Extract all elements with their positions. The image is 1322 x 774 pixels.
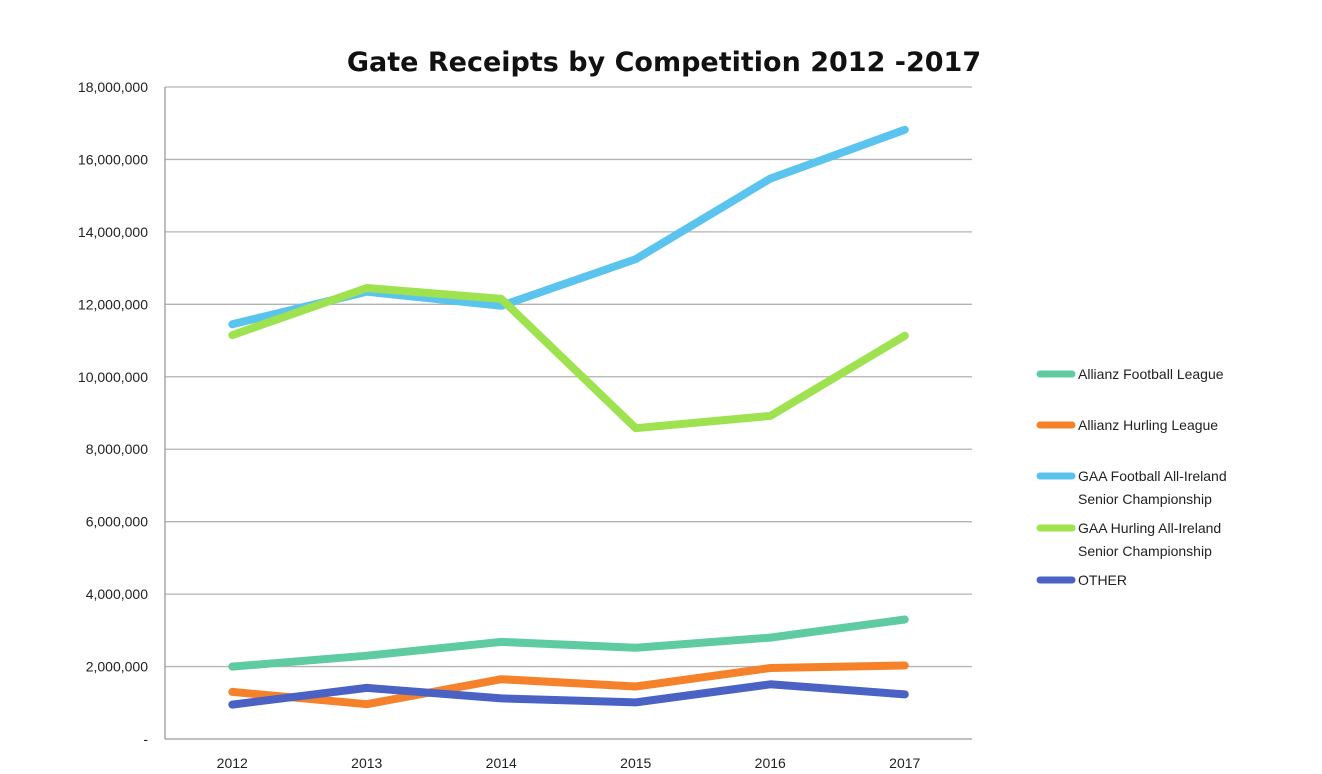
x-tick-label: 2013 bbox=[351, 755, 382, 771]
legend-label: Senior Championship bbox=[1078, 491, 1212, 507]
x-tick-label: 2017 bbox=[889, 755, 920, 771]
x-tick-label: 2016 bbox=[755, 755, 786, 771]
series-line-0 bbox=[228, 615, 909, 671]
gridlines bbox=[165, 86, 972, 668]
x-tick-label: 2014 bbox=[486, 755, 517, 771]
legend-label: Senior Championship bbox=[1078, 543, 1212, 559]
y-tick-label: 14,000,000 bbox=[78, 224, 148, 240]
y-tick-label: 16,000,000 bbox=[78, 151, 148, 167]
y-tick-label: 18,000,000 bbox=[78, 79, 148, 95]
x-tick-label: 2012 bbox=[217, 755, 248, 771]
y-tick-label: 10,000,000 bbox=[78, 369, 148, 385]
x-axis: 2012 2013 2014 2015 2016 2017 bbox=[165, 738, 972, 771]
legend: Allianz Football League Allianz Hurling L… bbox=[1036, 366, 1227, 588]
y-tick-label: - bbox=[143, 731, 148, 747]
x-tick-label: 2015 bbox=[620, 755, 651, 771]
y-tick-label: 8,000,000 bbox=[86, 441, 148, 457]
series-line-1 bbox=[228, 661, 909, 709]
series-line-3 bbox=[228, 284, 909, 433]
legend-label: GAA Football All-Ireland bbox=[1078, 468, 1227, 484]
y-tick-label: 4,000,000 bbox=[86, 586, 148, 602]
chart-title: Gate Receipts by Competition 2012 -2017 bbox=[347, 47, 981, 78]
legend-label: OTHER bbox=[1078, 572, 1127, 588]
y-tick-label: 12,000,000 bbox=[78, 296, 148, 312]
legend-label: Allianz Hurling League bbox=[1078, 417, 1218, 433]
y-tick-label: 2,000,000 bbox=[86, 659, 148, 675]
y-axis: - 2,000,000 4,000,000 6,000,000 8,000,000 10,… bbox=[78, 79, 166, 747]
series-lines bbox=[228, 125, 909, 709]
legend-label: Allianz Football League bbox=[1078, 366, 1224, 382]
series-line-4 bbox=[228, 680, 909, 709]
legend-label: GAA Hurling All-Ireland bbox=[1078, 520, 1221, 536]
y-tick-label: 6,000,000 bbox=[86, 514, 148, 530]
